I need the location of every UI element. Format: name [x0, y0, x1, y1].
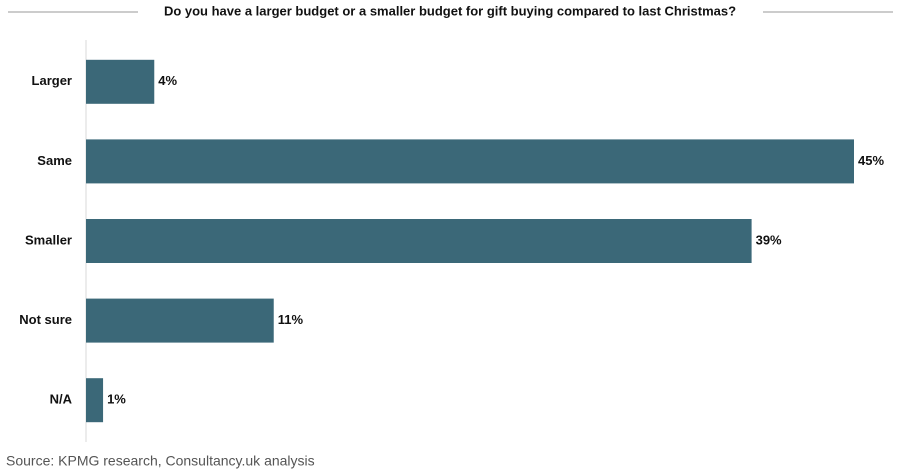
bar: [86, 59, 155, 104]
data-label: 39%: [756, 232, 782, 247]
y-tick-label: N/A: [50, 392, 73, 407]
data-label: 4%: [158, 73, 177, 88]
chart-title: Do you have a larger budget or a smaller…: [164, 3, 736, 18]
y-tick-label: Same: [37, 153, 72, 168]
y-tick-label: Larger: [32, 73, 72, 88]
source-note: Source: KPMG research, Consultancy.uk an…: [6, 453, 315, 469]
bar: [86, 219, 752, 263]
bar: [86, 378, 104, 423]
data-label: 45%: [858, 153, 884, 168]
y-tick-label: Not sure: [19, 312, 72, 327]
data-label: 1%: [107, 392, 126, 407]
bar: [86, 139, 854, 184]
y-tick-label: Smaller: [25, 232, 72, 247]
data-label: 11%: [278, 312, 304, 327]
bar: [86, 298, 274, 343]
